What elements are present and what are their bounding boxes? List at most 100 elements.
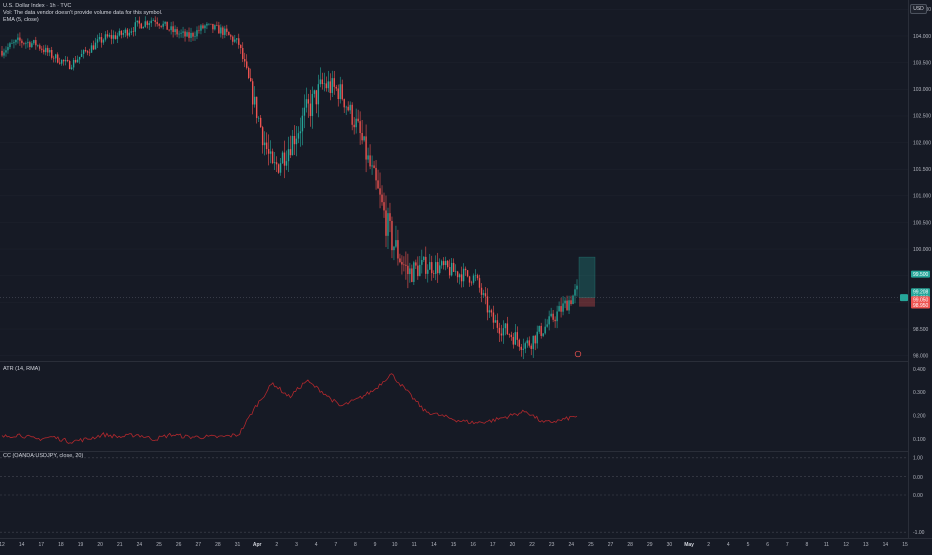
candle-body <box>562 303 564 312</box>
time-tick-label: 16 <box>470 542 476 548</box>
cc-legend[interactable]: CC (OANDA:USDJPY, close, 20) <box>3 453 84 459</box>
candle-body <box>568 300 570 311</box>
candle-body <box>341 84 343 100</box>
candle-body <box>442 261 445 266</box>
candle-body <box>327 81 329 89</box>
candle-body <box>452 262 455 272</box>
price-tag-label: 99.208 <box>913 290 929 296</box>
cc-tick-label: -1.00 <box>913 530 925 536</box>
candle-body <box>351 104 353 125</box>
candle-body <box>72 59 75 68</box>
candle-body <box>534 335 536 344</box>
candle-body <box>546 324 548 327</box>
candle-body <box>536 331 538 344</box>
candle-body <box>423 256 425 261</box>
candle-body <box>35 40 37 46</box>
candle-body <box>554 319 556 322</box>
currency-button[interactable]: USD <box>910 4 927 14</box>
atr-legend[interactable]: ATR (14, RMA) <box>3 366 41 372</box>
candle-body <box>309 103 312 117</box>
candle-body <box>381 194 383 203</box>
candle-body <box>273 162 276 164</box>
time-tick-label: May <box>684 542 694 548</box>
candle-body <box>174 29 176 33</box>
candle-body <box>530 345 532 349</box>
candle-body <box>279 163 282 173</box>
atr-line <box>1 373 578 444</box>
candle-body <box>130 31 133 33</box>
time-tick-label: 15 <box>451 542 457 548</box>
candle-body <box>194 36 196 37</box>
candle-body <box>269 151 272 154</box>
candle-body <box>281 152 284 164</box>
candle-body <box>431 262 433 274</box>
candle-body <box>186 32 188 37</box>
main-legend: U.S. Dollar Index · 1h · TVC Vol: The da… <box>3 3 162 24</box>
candle-body <box>15 39 17 43</box>
candle-body <box>486 296 489 313</box>
candle-body <box>228 31 230 36</box>
candle-body <box>496 320 499 328</box>
candle-body <box>441 261 443 266</box>
candle-body <box>305 99 308 108</box>
candle-body <box>389 213 391 221</box>
candle-body <box>470 282 473 284</box>
candle-body <box>353 124 355 128</box>
candle-body <box>359 121 361 134</box>
candle-body <box>456 271 459 278</box>
candle-body <box>462 268 465 282</box>
candle-body <box>522 348 524 350</box>
candle-body <box>411 268 413 282</box>
time-tick-label: 5 <box>747 542 750 548</box>
cc-tick-label: 0.00 <box>913 493 923 499</box>
candle-body <box>76 59 79 63</box>
time-tick-label: 9 <box>374 542 377 548</box>
candle-body <box>55 54 57 59</box>
candle-body <box>140 23 142 29</box>
candle-body <box>232 36 234 42</box>
candle-body <box>287 149 290 162</box>
candle-body <box>128 32 131 36</box>
candle-body <box>500 333 503 336</box>
candle-body <box>110 35 113 39</box>
candle-body <box>25 43 27 44</box>
candle-body <box>168 29 170 31</box>
candle-body <box>206 23 208 26</box>
candle-body <box>23 43 25 44</box>
candle-body <box>532 335 534 349</box>
candle-body <box>379 188 381 195</box>
time-tick-label: 7 <box>334 542 337 548</box>
price-tick-label: 98.500 <box>913 327 929 333</box>
candle-body <box>301 115 304 132</box>
time-tick-label: 10 <box>392 542 398 548</box>
target-zone <box>578 256 596 298</box>
candle-body <box>37 45 39 46</box>
candle-body <box>21 40 23 44</box>
price-tick-label: 101.500 <box>913 167 931 173</box>
candle-body <box>435 262 437 274</box>
candle-body <box>478 278 481 288</box>
time-tick-label: 12 <box>843 542 849 548</box>
candle-body <box>472 275 475 283</box>
candle-body <box>293 135 296 145</box>
candle-body <box>118 30 121 36</box>
candle-body <box>214 25 216 30</box>
candle-body <box>126 29 129 36</box>
ema-legend[interactable]: EMA (5, close) <box>3 17 39 23</box>
atr-tick-label: 0.300 <box>913 390 926 396</box>
candle-body <box>345 106 347 108</box>
candle-body <box>114 35 117 39</box>
time-tick-label: 14 <box>883 542 889 548</box>
candle-body <box>307 99 310 104</box>
candle-body <box>349 104 351 111</box>
candle-body <box>172 26 174 33</box>
candle-body <box>560 306 562 312</box>
candle-body <box>403 264 405 266</box>
candle-body <box>156 21 158 25</box>
candle-body <box>514 332 517 345</box>
candle-body <box>98 37 101 40</box>
price-tag <box>911 270 930 278</box>
symbol-title[interactable]: U.S. Dollar Index · 1h · TVC <box>3 3 72 9</box>
candle-body <box>556 311 558 322</box>
